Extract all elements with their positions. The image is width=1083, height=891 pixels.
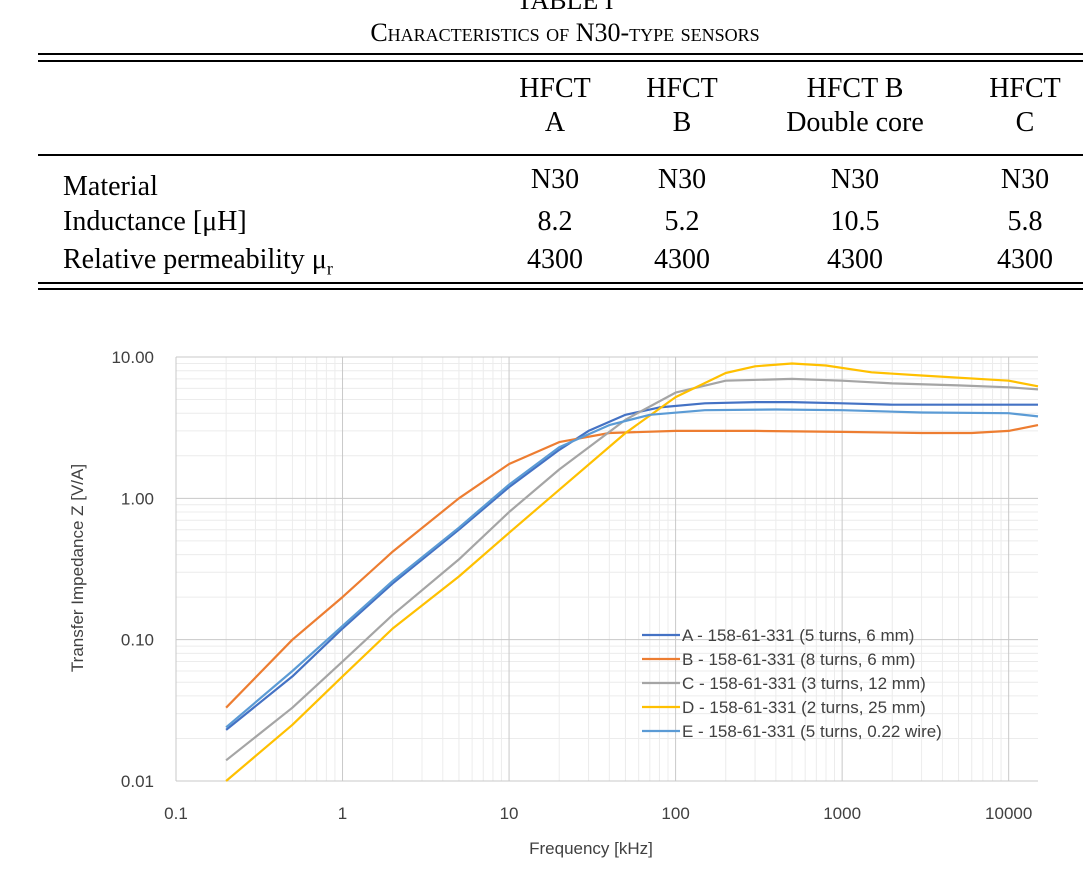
grid-minor	[176, 357, 1038, 781]
y-tick-label: 1.00	[121, 489, 154, 508]
header-col-2: HFCT B	[632, 72, 732, 140]
x-tick-label: 100	[661, 804, 689, 823]
table-top-rule	[38, 53, 1083, 55]
cell-permeability-a: 4300	[527, 244, 583, 275]
cell-material-a: N30	[530, 164, 580, 195]
header-col-3-line2: Double core	[786, 107, 924, 138]
cell-permeability-b: 4300	[654, 244, 710, 275]
table-mid-rule	[38, 154, 1083, 156]
cell-material-b: N30	[657, 164, 707, 195]
row-label-permeability-text: Relative permeability μ	[63, 244, 327, 275]
x-tick-label: 0.1	[164, 804, 188, 823]
table-top-rule-inner	[38, 60, 1083, 62]
grid-major	[175, 356, 1038, 782]
x-tick-label: 1	[338, 804, 347, 823]
cell-inductance-bdc: 10.5	[830, 206, 880, 237]
series-line-e	[225, 408, 1039, 729]
cell-inductance-c: 5.8	[1007, 206, 1043, 237]
x-tick-label: 10	[500, 804, 519, 823]
x-tick-labels: 0.1 1 10 100 1000 10000	[164, 804, 1032, 823]
table-bottom-rule-inner	[38, 288, 1083, 290]
legend-entry: D - 158-61-331 (2 turns, 25 mm)	[682, 698, 926, 717]
header-col-2-line2: B	[672, 107, 692, 138]
series-group	[225, 362, 1039, 782]
legend-entry: B - 158-61-331 (8 turns, 6 mm)	[682, 650, 915, 669]
y-tick-labels: 0.01 0.10 1.00 10.00	[111, 348, 154, 791]
row-label-inductance: Inductance [μH]	[63, 206, 247, 237]
header-col-4-line2: C	[1015, 107, 1035, 138]
header-col-4: HFCT C	[970, 72, 1080, 140]
x-tick-label: 10000	[985, 804, 1032, 823]
cell-material-bdc: N30	[830, 164, 880, 195]
legend-entry: A - 158-61-331 (5 turns, 6 mm)	[682, 626, 914, 645]
table-caption: Characteristics of N30-type sensors	[370, 18, 760, 47]
header-col-3: HFCT B Double core	[760, 72, 950, 140]
cell-permeability-bdc: 4300	[827, 244, 883, 275]
cell-inductance-b: 5.2	[664, 206, 700, 237]
row-label-material: Material	[63, 171, 158, 202]
table-label: TABLE I	[516, 0, 614, 15]
table-bottom-rule	[38, 282, 1083, 284]
y-axis-label: Transfer Impedance Z [V/A]	[68, 464, 87, 672]
plot-area	[176, 357, 1038, 781]
series-line-d	[225, 362, 1039, 782]
cell-permeability-c: 4300	[997, 244, 1053, 275]
x-axis-label: Frequency [kHz]	[529, 839, 653, 858]
header-col-1-line1: HFCT	[519, 73, 591, 104]
legend-entry: E - 158-61-331 (5 turns, 0.22 wire)	[682, 722, 942, 741]
y-tick-label: 0.01	[121, 772, 154, 791]
row-label-permeability: Relative permeability μr	[63, 243, 333, 286]
header-col-3-line1: HFCT B	[806, 73, 904, 104]
header-col-1-line2: A	[544, 107, 566, 138]
transfer-impedance-chart: 0.01 0.10 1.00 10.00 0.1 1 10 100 1000 10000 Fre…	[68, 348, 1039, 858]
series-line-c	[225, 377, 1039, 762]
row-label-permeability-sub: r	[326, 258, 333, 279]
cell-material-c: N30	[1000, 164, 1050, 195]
header-col-1: HFCT A	[505, 72, 605, 140]
legend: A - 158-61-331 (5 turns, 6 mm) B - 158-61…	[642, 626, 942, 741]
y-tick-label: 0.10	[121, 631, 154, 650]
header-col-2-line1: HFCT	[646, 73, 718, 104]
cell-inductance-a: 8.2	[537, 206, 573, 237]
header-col-4-line1: HFCT	[989, 73, 1061, 104]
legend-entry: C - 158-61-331 (3 turns, 12 mm)	[682, 674, 926, 693]
series-line-a	[225, 400, 1038, 731]
y-tick-label: 10.00	[111, 348, 154, 367]
x-tick-label: 1000	[823, 804, 861, 823]
